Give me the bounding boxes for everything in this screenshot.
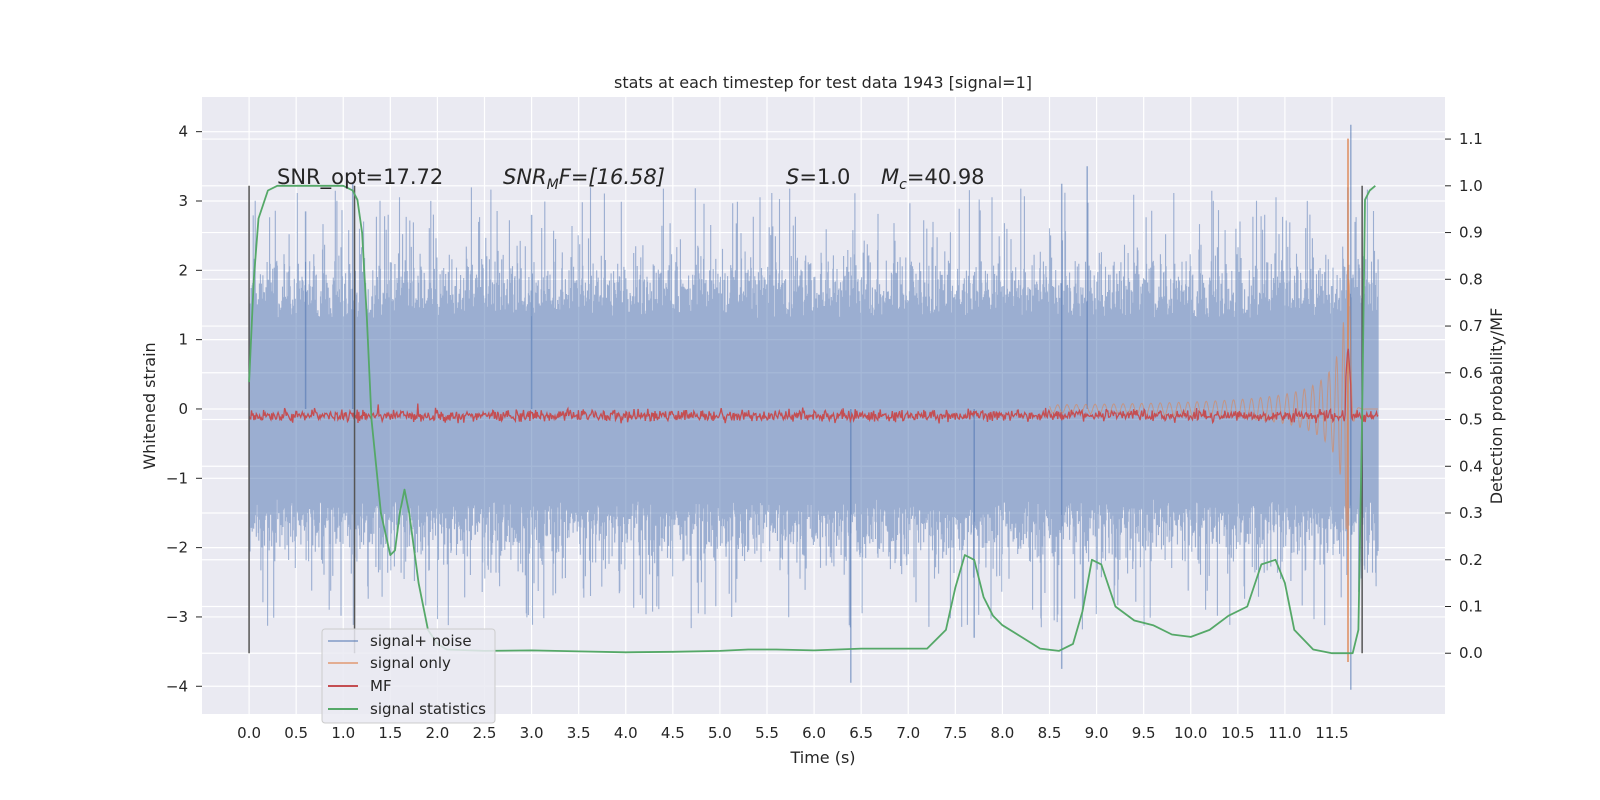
x-tick-label-2: 1.0 (331, 724, 355, 742)
y2-tick-label-1: 1.0 (1459, 177, 1483, 195)
annotation-s: S=1.0 (786, 165, 850, 189)
x-tick-label-15: 7.5 (943, 724, 967, 742)
series-signal-only (1049, 138, 1379, 663)
x-tick-label-17: 8.5 (1038, 724, 1062, 742)
x-tick-label-9: 4.5 (661, 724, 685, 742)
annotation-s-symbol: S (786, 165, 799, 189)
x-tick-label-22: 11.0 (1268, 724, 1301, 742)
annotation-s-value: =1.0 (799, 165, 850, 189)
annotation-snr-mf: SNRMF=[16.58] (503, 165, 665, 193)
x-tick-label-16: 8.0 (990, 724, 1014, 742)
x-tick-label-12: 6.0 (802, 724, 826, 742)
y2-tick-label-11: 0.0 (1459, 644, 1483, 662)
annotation-snr-mf-subscript: M (547, 177, 559, 193)
x-tick-label-19: 9.5 (1132, 724, 1156, 742)
x-tick-label-1: 0.5 (284, 724, 308, 742)
x-tick-label-0: 0.0 (237, 724, 261, 742)
y2-tick-label-6: 0.5 (1459, 411, 1483, 429)
y-tick-label-2: 2 (178, 261, 188, 279)
x-tick-label-14: 7.0 (896, 724, 920, 742)
y2-tick-label-7: 0.4 (1459, 457, 1483, 475)
annotation-mc-value: =40.98 (907, 165, 985, 189)
annotation-snr-mf-symbol: SNR (503, 165, 547, 189)
legend-label-signal-noise: signal+ noise (370, 632, 472, 650)
y-tick-label-8: −4 (166, 677, 188, 695)
annotation-snr-mf-value: F=[16.58] (559, 165, 665, 189)
y2-tick-label-0: 1.1 (1459, 130, 1483, 148)
x-tick-label-23: 11.5 (1315, 724, 1348, 742)
y-axis-label: Whitened strain (140, 342, 159, 469)
signal-statistics-line (248, 184, 1376, 655)
legend-label-signal-statistics: signal statistics (370, 700, 486, 718)
y2-tick-label-3: 0.8 (1459, 270, 1483, 288)
annotation-mc-symbol: M (881, 165, 899, 189)
x-axis-label: Time (s) (789, 748, 855, 767)
signal-only-line (1049, 279, 1379, 530)
y2-tick-label-5: 0.6 (1459, 364, 1483, 382)
mf-line (248, 348, 1379, 425)
x-tick-label-13: 6.5 (849, 724, 873, 742)
y2-tick-label-10: 0.1 (1459, 597, 1483, 615)
series-signal-statistics (248, 184, 1376, 655)
y-tick-label-4: 0 (178, 400, 188, 418)
legend-label-mf: MF (370, 677, 392, 695)
y-tick-label-6: −2 (166, 539, 188, 557)
axes: 0.0 0.5 1.0 1.5 2.0 2.5 3.0 3.5 4.0 4.5 5.0 5.5 6.0 6… (166, 123, 1483, 742)
series-mf (248, 348, 1379, 425)
signal-noise-spikes (304, 124, 1352, 690)
annotation-mc-subscript: c (899, 177, 907, 193)
y-tick-label-0: 4 (178, 123, 188, 141)
legend-box (321, 628, 496, 724)
x-tick-label-7: 3.5 (567, 724, 591, 742)
y-tick-label-7: −3 (166, 608, 188, 626)
y-tick-label-5: −1 (166, 469, 188, 487)
x-tick-label-21: 10.5 (1221, 724, 1254, 742)
x-tick-label-4: 2.0 (425, 724, 449, 742)
y2-axis-label: Detection probability/MF (1487, 308, 1506, 505)
x-tick-label-11: 5.5 (755, 724, 779, 742)
annotations: SNR_opt=17.72 SNRMF=[16.58] S=1.0 Mc=40.… (277, 165, 985, 193)
chart-title: stats at each timestep for test data 194… (614, 73, 1032, 92)
y-tick-label-1: 3 (178, 192, 188, 210)
annotation-snr-opt: SNR_opt=17.72 (277, 165, 443, 190)
y2-tick-label-2: 0.9 (1459, 224, 1483, 242)
legend: signal+ noise signal only MF signal stat… (321, 628, 496, 724)
x-tick-label-6: 3.0 (520, 724, 544, 742)
y2-tick-label-9: 0.2 (1459, 551, 1483, 569)
y-tick-label-3: 1 (178, 331, 188, 349)
x-tick-label-18: 9.0 (1085, 724, 1109, 742)
x-tick-label-10: 5.0 (708, 724, 732, 742)
annotation-mc: Mc=40.98 (881, 165, 985, 193)
x-tick-label-5: 2.5 (473, 724, 497, 742)
y2-tick-label-4: 0.7 (1459, 317, 1483, 335)
legend-label-signal-only: signal only (370, 654, 451, 672)
x-tick-label-3: 1.5 (378, 724, 402, 742)
x-tick-label-20: 10.0 (1174, 724, 1207, 742)
y2-tick-label-8: 0.3 (1459, 504, 1483, 522)
x-tick-label-8: 4.0 (614, 724, 638, 742)
